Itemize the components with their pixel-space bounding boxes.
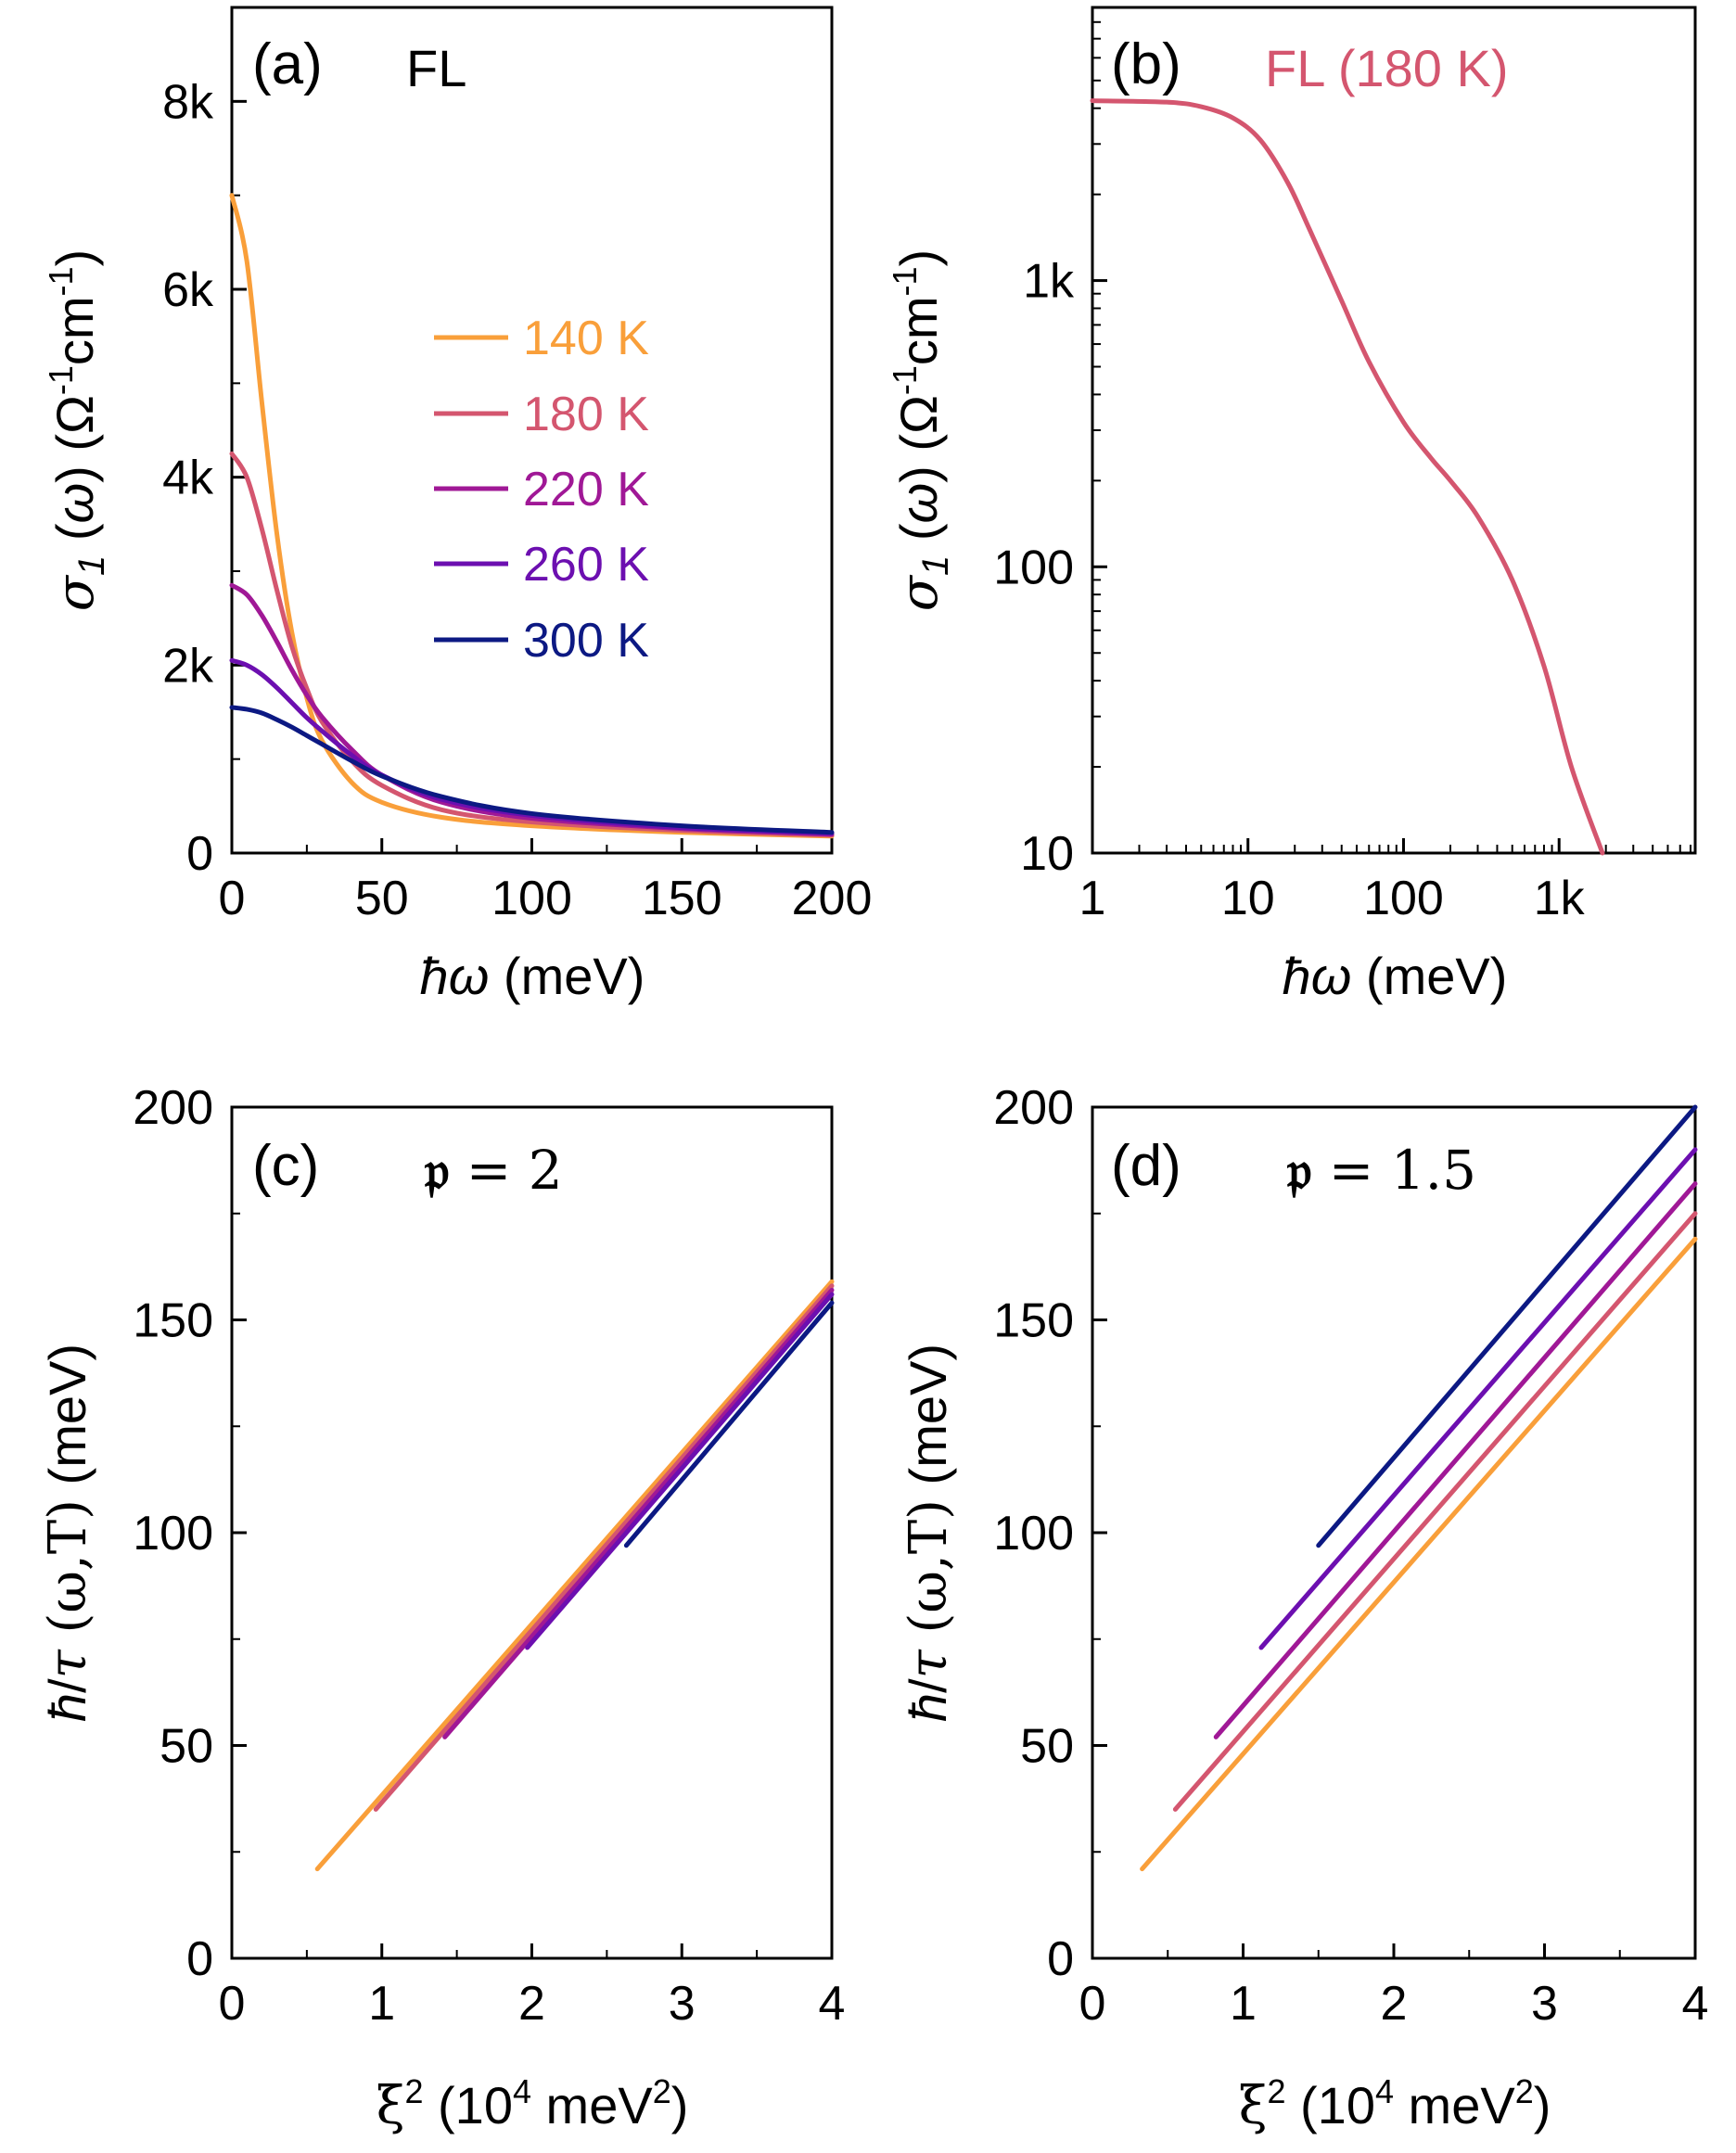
panel-c: 0 1 2 3 4 0 50 100 150 200 (c) 𝔭 = 2 ξ2 (104 meV2… — [38, 1081, 845, 2136]
panel-a-tag: (a) — [252, 32, 323, 96]
panel-c-ticks: 0 1 2 3 4 0 50 100 150 200 — [133, 1081, 845, 2031]
c-ytick-label: 200 — [133, 1081, 213, 1135]
panel-c-frame — [230, 1105, 834, 1960]
a-series-300k — [229, 705, 835, 835]
panel-d-ylabel: ħ/τ (ω,T) (meV) — [899, 1344, 959, 1722]
b-ytick-label: 1k — [1023, 255, 1075, 309]
b-ytick-label: 10 — [1020, 827, 1074, 881]
c-xtick-label: 1 — [368, 1977, 395, 2031]
b-ytick-label: 100 — [993, 541, 1074, 594]
d-series-140k — [1140, 1236, 1698, 1872]
c-series-140k — [314, 1279, 835, 1872]
c-xtick-label: 3 — [669, 1977, 696, 2031]
b-xtick-label: 100 — [1363, 872, 1444, 925]
panel-b-frame — [1091, 6, 1697, 855]
d-xtick-label: 4 — [1682, 1977, 1709, 2031]
panel-a-ticks: 0 50 100 150 200 0 2k 4k 6k 8k — [162, 75, 872, 925]
c-series-260k — [525, 1292, 835, 1650]
panel-b-xlabel: ħω (meV) — [1283, 947, 1508, 1005]
a-series-140k — [229, 193, 835, 839]
b-xtick-label: 1 — [1079, 872, 1106, 925]
d-xtick-label: 2 — [1381, 1977, 1408, 2031]
panel-c-xlabel: ξ2 (104 meV2) — [377, 2072, 689, 2136]
panel-b-tag: (b) — [1111, 32, 1181, 96]
d-ytick-label: 150 — [993, 1294, 1074, 1348]
panel-a-lines — [229, 193, 835, 839]
panel-b-title: FL (180 K) — [1265, 39, 1508, 97]
panel-c-tag: (c) — [252, 1134, 319, 1198]
panel-d: 0 1 2 3 4 0 50 100 150 200 (d) 𝔭 = 1.5 ξ2 (104 me… — [899, 1081, 1708, 2136]
panel-b-ylabel: σ1 (ω) (Ω-1cm-1) — [886, 249, 956, 611]
legend-label-260k: 260 K — [523, 538, 649, 592]
a-xtick-label: 200 — [792, 872, 873, 925]
panel-d-title: 𝔭 = 1.5 — [1286, 1139, 1476, 1202]
panel-b-lines — [1090, 98, 1605, 856]
c-series-220k — [442, 1287, 835, 1739]
legend-label-180k: 180 K — [523, 388, 649, 441]
panel-d-lines — [1140, 1104, 1698, 1872]
legend-label-220k: 220 K — [523, 463, 649, 516]
d-ytick-label: 200 — [993, 1081, 1074, 1135]
a-xtick-label: 100 — [491, 872, 572, 925]
a-ytick-label: 8k — [162, 75, 214, 129]
a-xtick-label: 0 — [219, 872, 246, 925]
d-xtick-label: 0 — [1079, 1977, 1106, 2031]
panel-a-xlabel: ħω (meV) — [420, 947, 645, 1005]
d-xtick-label: 3 — [1531, 1977, 1558, 2031]
b-series-180k — [1090, 98, 1605, 856]
panel-c-title: 𝔭 = 2 — [424, 1139, 563, 1202]
c-xtick-label: 2 — [518, 1977, 545, 2031]
panel-d-ticks: 0 1 2 3 4 0 50 100 150 200 — [993, 1081, 1708, 2031]
c-ytick-label: 150 — [133, 1294, 213, 1348]
panel-a-title: FL — [406, 39, 466, 97]
d-series-220k — [1213, 1181, 1698, 1739]
a-ytick-label: 6k — [162, 263, 214, 317]
d-series-300k — [1316, 1104, 1698, 1548]
panel-d-xlabel: ξ2 (104 meV2) — [1239, 2072, 1551, 2136]
a-ytick-label: 0 — [186, 827, 213, 881]
a-ytick-label: 2k — [162, 639, 214, 693]
panel-a: 0 50 100 150 200 0 2k 4k 6k 8k (a) FL 140 K 180 K… — [42, 6, 872, 1005]
c-ytick-label: 100 — [133, 1507, 213, 1561]
c-xtick-label: 0 — [219, 1977, 246, 2031]
d-ytick-label: 50 — [1020, 1720, 1074, 1774]
legend-label-140k: 140 K — [523, 312, 649, 365]
d-xtick-label: 1 — [1230, 1977, 1257, 2031]
panel-c-ylabel: ħ/τ (ω,T) (meV) — [38, 1344, 98, 1722]
a-series-260k — [229, 657, 835, 836]
panel-d-tag: (d) — [1111, 1134, 1181, 1198]
d-ytick-label: 100 — [993, 1507, 1074, 1561]
panel-c-lines — [314, 1279, 835, 1872]
b-xtick-label: 1k — [1534, 872, 1586, 925]
c-ytick-label: 50 — [160, 1720, 213, 1774]
c-xtick-label: 4 — [819, 1977, 846, 2031]
panel-a-legend: 140 K 180 K 220 K 260 K 300 K — [434, 312, 649, 668]
a-xtick-label: 150 — [642, 872, 722, 925]
d-ytick-label: 0 — [1047, 1932, 1074, 1986]
c-ytick-label: 0 — [186, 1932, 213, 1986]
a-ytick-label: 4k — [162, 452, 214, 505]
d-series-180k — [1172, 1211, 1698, 1812]
a-xtick-label: 50 — [355, 872, 409, 925]
d-series-260k — [1258, 1147, 1698, 1650]
legend-label-300k: 300 K — [523, 614, 649, 668]
c-series-300k — [623, 1300, 835, 1548]
panel-a-ylabel: σ1 (ω) (Ω-1cm-1) — [42, 249, 112, 611]
b-xtick-label: 10 — [1221, 872, 1275, 925]
c-series-180k — [373, 1283, 835, 1812]
